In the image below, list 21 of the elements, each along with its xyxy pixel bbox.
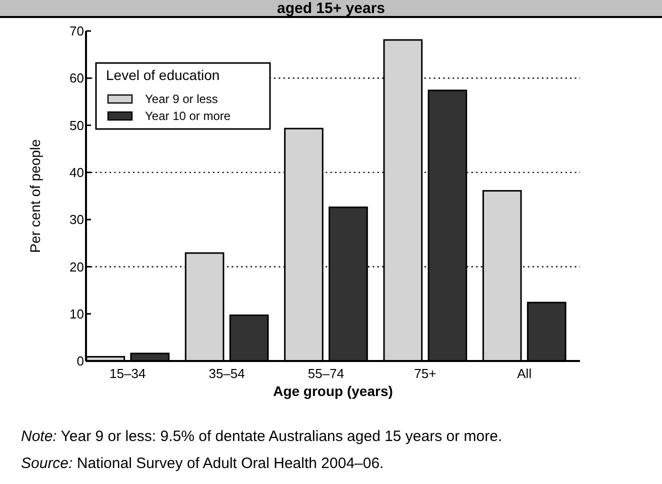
text: Note: Year 9 or less: 9.5% of dentate Australians aged 15 years or more.: [21, 428, 502, 445]
y-tick-label: 60: [70, 70, 84, 86]
x-tick-label: All: [517, 366, 532, 381]
x-tick-label: 15–34: [110, 366, 146, 381]
legend-label: Year 10 or more: [145, 109, 231, 123]
y-tick-label: 10: [70, 306, 84, 322]
y-tick-label: 0: [76, 354, 84, 369]
legend-title: Level of education: [106, 67, 220, 83]
legend-label: Year 9 or less: [145, 92, 218, 106]
y-tick-label: 70: [70, 24, 84, 39]
y-tick-label: 30: [70, 212, 84, 228]
x-tick-label: 35–54: [208, 366, 245, 381]
y-axis-title: Per cent of people: [27, 138, 43, 253]
x-tick-label: 55–74: [308, 366, 344, 381]
x-axis-title: Age group (years): [273, 383, 393, 399]
source-note: Source: National Survey of Adult Oral Health 2004–06.: [21, 455, 384, 472]
y-tick-label: 50: [70, 118, 84, 133]
chart-title: aged 15+ years: [277, 0, 385, 17]
y-tick-label: 20: [70, 259, 84, 274]
y-tick-label: 40: [70, 164, 84, 180]
x-tick-label: 75+: [414, 366, 436, 381]
